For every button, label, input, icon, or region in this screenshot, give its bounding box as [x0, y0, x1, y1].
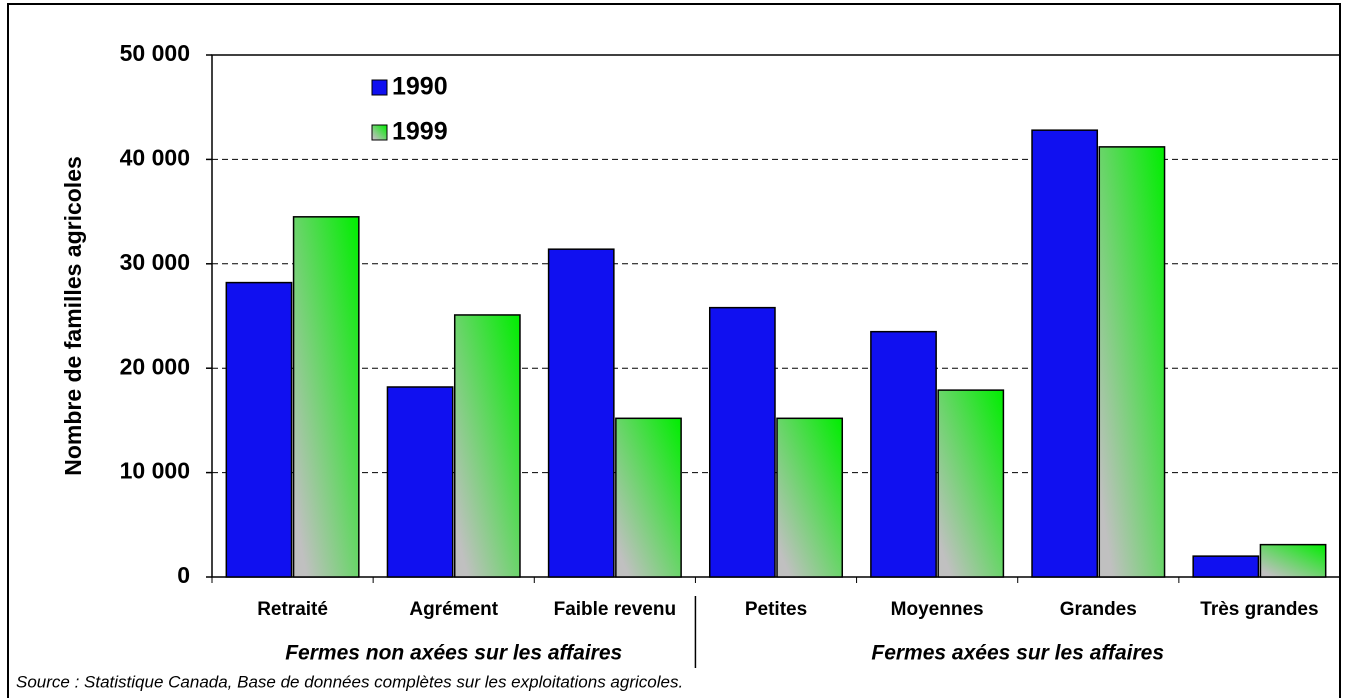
bar: [453, 314, 521, 578]
bar: [708, 306, 776, 578]
y-axis-label: Nombre de familles agricoles: [60, 156, 86, 476]
bar: [1192, 555, 1260, 578]
x-tick-label: Très grandes: [1200, 599, 1318, 620]
bar: [292, 216, 360, 578]
x-tick-label: Retraité: [257, 599, 328, 620]
source: Source : Statistique Canada, Base de don…: [16, 672, 683, 691]
y-tick-label: 50 000: [120, 40, 190, 66]
y-tick-label: 40 000: [120, 144, 190, 170]
group-label: Fermes non axées sur les affaires: [285, 642, 622, 665]
legend-label: 1990: [392, 73, 448, 101]
bar: [386, 386, 454, 578]
x-tick-label: Agrément: [409, 599, 498, 620]
bar: [1259, 543, 1327, 578]
bar: [776, 417, 844, 578]
legend-swatch: [371, 79, 388, 96]
y-tick-label: 20 000: [120, 353, 190, 379]
bar: [870, 330, 937, 578]
bar: [1031, 129, 1099, 578]
bar: [937, 389, 1005, 578]
x-tick-label: Petites: [745, 599, 807, 620]
plot-border: [211, 54, 1341, 578]
x-tick-label: Faible revenu: [554, 599, 677, 620]
bar: [547, 248, 615, 578]
legend-label: 1999: [392, 118, 448, 146]
bar: [225, 281, 293, 578]
x-tick-label: Moyennes: [891, 599, 984, 620]
group-label: Fermes axées sur les affaires: [871, 642, 1164, 665]
y-tick-label: 0: [177, 562, 190, 588]
bar: [1098, 146, 1166, 578]
bar: [615, 417, 682, 578]
y-tick-label: 30 000: [120, 249, 190, 275]
x-tick-label: Grandes: [1060, 599, 1137, 620]
y-tick-label: 10 000: [120, 458, 190, 484]
legend-swatch: [371, 124, 388, 141]
